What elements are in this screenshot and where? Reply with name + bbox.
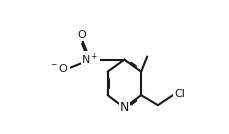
Text: Cl: Cl — [173, 90, 184, 99]
Text: O: O — [77, 30, 86, 40]
Text: $^-$O: $^-$O — [49, 62, 68, 74]
Text: N$^+$: N$^+$ — [81, 52, 98, 67]
Text: N: N — [119, 101, 128, 114]
